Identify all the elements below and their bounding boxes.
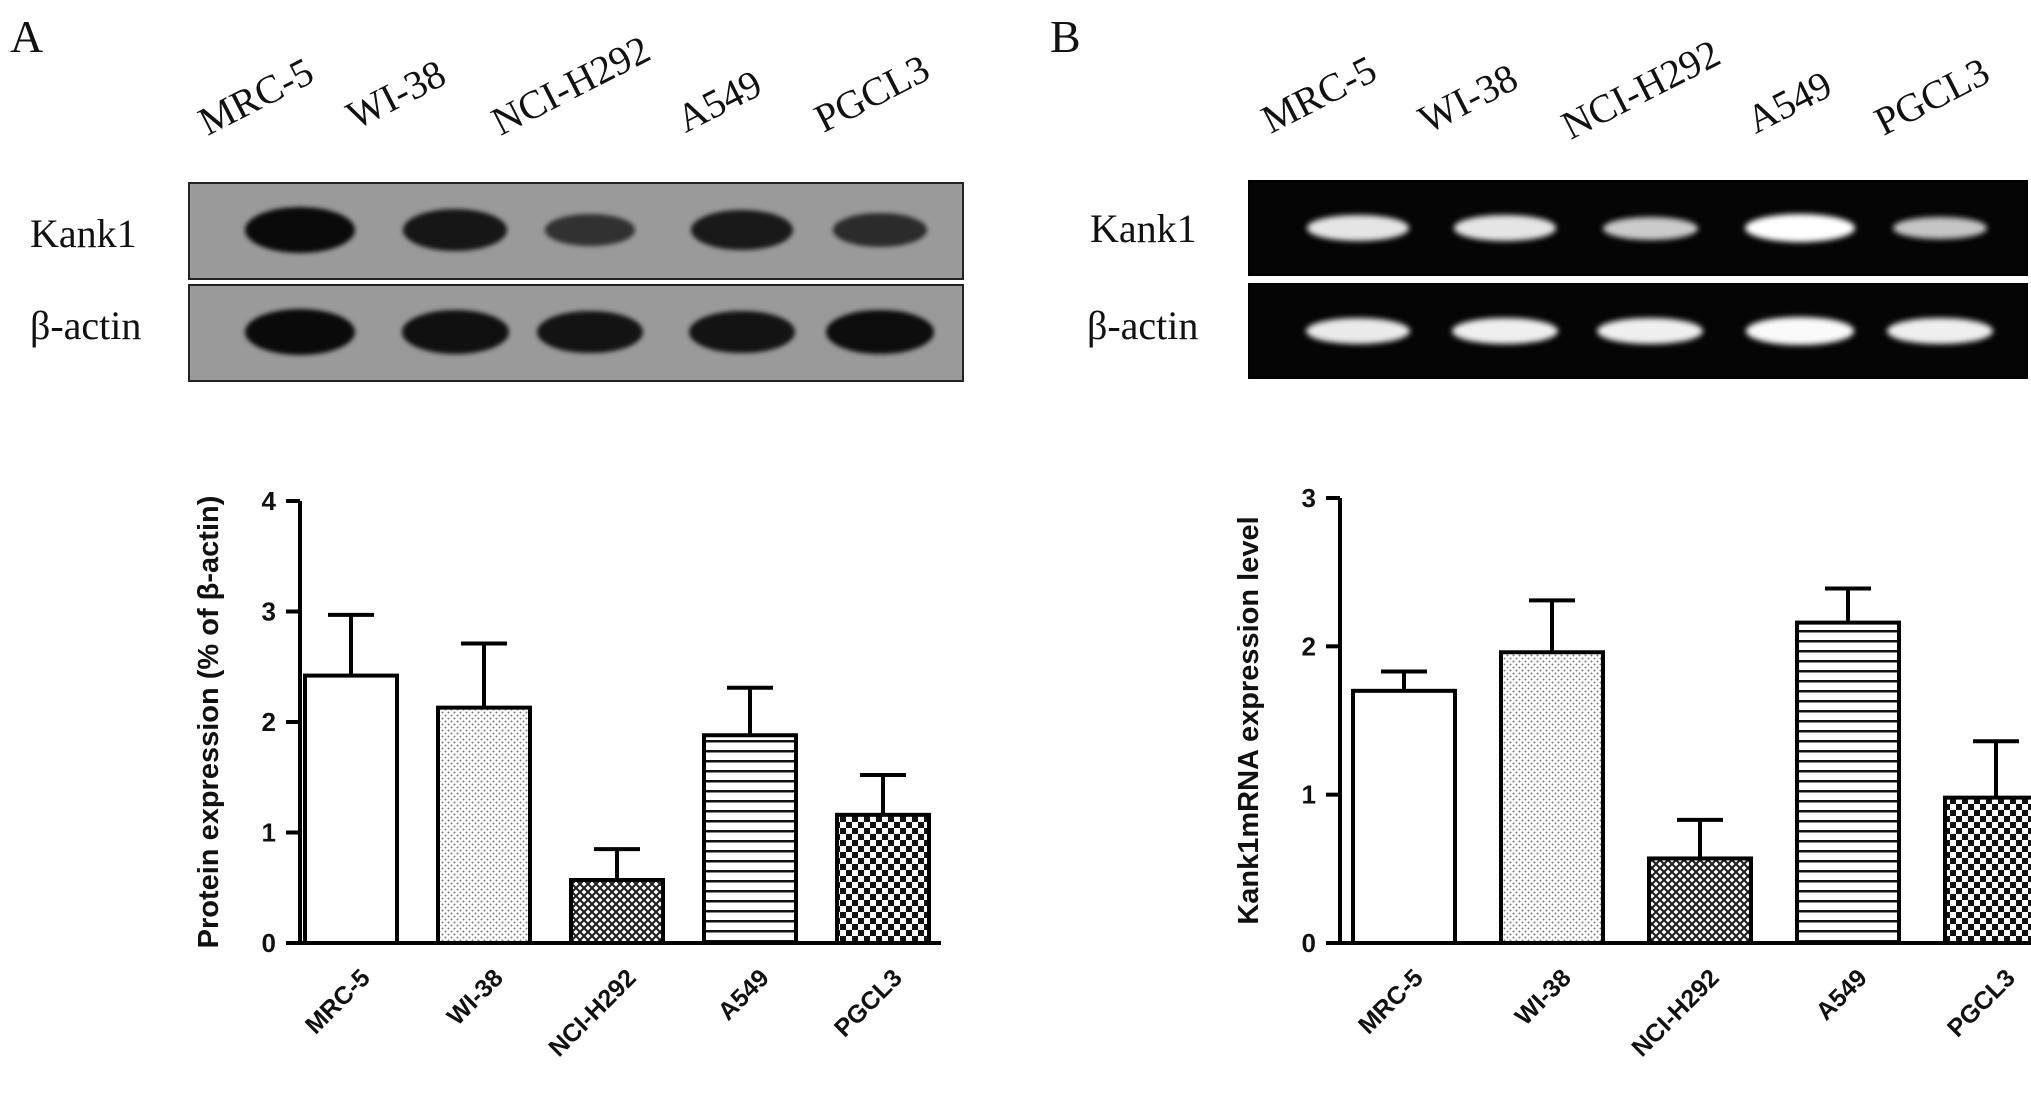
x-tick-label: MRC-5 <box>1353 964 1429 1040</box>
blot-band <box>1452 317 1558 345</box>
western-blot-beta-actin <box>188 284 964 382</box>
gel-kank1 <box>1248 180 2028 276</box>
blot-band <box>1745 214 1855 242</box>
bar <box>1499 650 1605 945</box>
blot-band <box>403 209 507 251</box>
blot-band <box>1306 215 1410 241</box>
x-tick-label: A549 <box>1811 964 1873 1026</box>
bar <box>835 812 931 945</box>
y-tick-label: 1 <box>1302 780 1316 810</box>
y-tick-label: 3 <box>1302 483 1316 513</box>
blot-band <box>544 214 636 246</box>
blot-band <box>1597 317 1703 345</box>
x-tick-label: WI-38 <box>1510 964 1577 1031</box>
bar <box>1647 856 1753 946</box>
western-blot-kank1 <box>188 182 964 280</box>
y-axis-label: Protein expression (% of β-actin) <box>193 496 225 949</box>
y-axis-label: Kank1mRNA expression level <box>1233 516 1265 924</box>
bar <box>702 733 798 946</box>
bar <box>569 878 665 946</box>
blot-band <box>833 213 927 247</box>
bar <box>303 673 399 946</box>
bar <box>436 705 532 946</box>
blot-band <box>1893 216 1987 240</box>
y-tick-label: 2 <box>1302 631 1316 661</box>
panel-letter-a: A <box>10 11 44 62</box>
blot-band <box>1306 318 1410 344</box>
y-tick-label: 0 <box>1302 928 1316 958</box>
y-tick-label: 3 <box>262 597 276 627</box>
blot-row-label: Kank1 <box>1090 206 1197 251</box>
x-tick-label: PGCL3 <box>1942 964 2021 1043</box>
blot-band <box>689 310 795 354</box>
x-tick-label: NCI-H292 <box>1626 964 1724 1062</box>
blot-band <box>1887 317 1993 345</box>
y-tick-label: 1 <box>262 818 276 848</box>
y-tick-label: 4 <box>262 486 277 516</box>
x-tick-label: A549 <box>713 964 775 1026</box>
y-tick-label: 0 <box>262 928 276 958</box>
x-tick-label: WI-38 <box>442 964 509 1031</box>
x-tick-label: PGCL3 <box>829 964 908 1043</box>
x-tick-label: MRC-5 <box>300 964 376 1040</box>
gel-beta-actin <box>1248 283 2028 379</box>
blot-row-label: β-actin <box>1087 303 1199 348</box>
x-tick-label: NCI-H292 <box>543 964 641 1062</box>
bar <box>1943 795 2031 946</box>
blot-band <box>1602 216 1698 240</box>
blot-band <box>690 209 794 251</box>
bar <box>1795 620 1901 945</box>
blot-band <box>1745 317 1855 345</box>
y-tick-label: 2 <box>262 707 276 737</box>
panel-letter-b: B <box>1050 11 1081 62</box>
blot-band <box>245 309 355 355</box>
blot-row-label: Kank1 <box>30 211 137 256</box>
blot-band <box>1453 215 1557 241</box>
blot-row-label: β-actin <box>30 303 142 348</box>
blot-band <box>825 309 935 355</box>
blot-band <box>537 310 643 354</box>
blot-band <box>245 207 355 253</box>
blot-band <box>401 310 509 354</box>
bar <box>1351 688 1457 945</box>
